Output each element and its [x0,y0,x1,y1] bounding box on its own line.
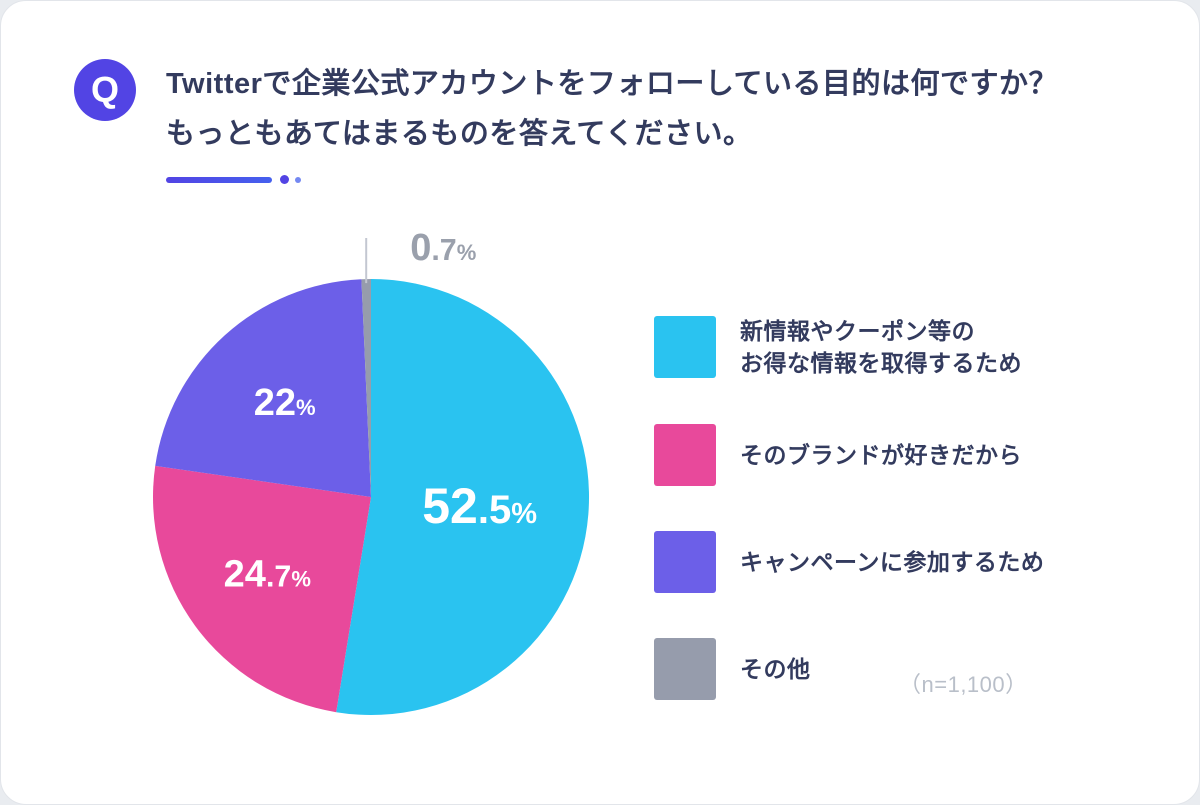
question-text-block: Twitterで企業公式アカウントをフォローしている目的は何ですか？ もっともあ… [166,59,1058,184]
pie-slice-2 [155,279,371,497]
underline-dot-large [280,175,289,184]
legend-item-2: キャンペーンに参加するため [654,531,1044,593]
question-header: Q Twitterで企業公式アカウントをフォローしている目的は何ですか？ もっと… [74,59,1058,184]
legend-item-0: 新情報やクーポン等の お得な情報を取得するため [654,315,1044,379]
chart-legend: 新情報やクーポン等の お得な情報を取得するためそのブランドが好きだから キャンペーン… [654,315,1044,700]
legend-label: キャンペーンに参加するため [740,549,1045,575]
legend-label: その他 [740,656,811,682]
underline-dot-small [295,176,301,183]
pie-value-label: 24.7% [224,554,312,596]
pie-value-label: 52.5% [422,478,537,534]
title-underline-decoration [166,175,1058,184]
legend-swatch [654,638,716,700]
pie-value-label: 22% [254,382,316,424]
question-q-icon: Q [74,59,136,121]
legend-label: 新情報やクーポン等の お得な情報を取得するため [740,318,1022,376]
legend-item-3: その他 [654,638,1044,700]
pie-slice-1 [153,465,371,713]
legend-swatch [654,424,716,486]
pie-value-label: 0.7% [410,227,477,269]
legend-item-1: そのブランドが好きだから [654,424,1044,486]
legend-swatch [654,316,716,378]
pie-slice-0 [336,279,590,716]
sample-size-note: （n=1,100） [899,672,1028,697]
legend-label: そのブランドが好きだから [740,442,1022,468]
pie-chart: 52.5% 24.7% 22% 0.7% [153,227,590,716]
legend-swatch [654,531,716,593]
question-line-2: もっともあてはまるものを答えてください。 [166,118,753,150]
pie-slice-3 [361,279,371,497]
question-line-1: Twitterで企業公式アカウントをフォローしている目的は何ですか？ [166,68,1059,100]
underline-bar [166,176,272,183]
